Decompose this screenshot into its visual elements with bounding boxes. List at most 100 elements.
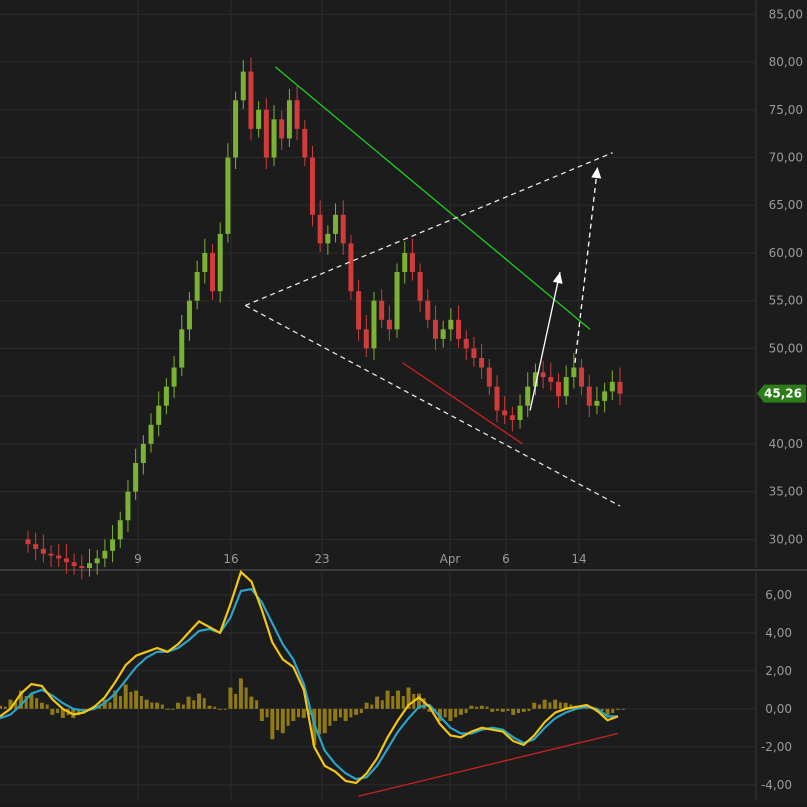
- candle-body: [225, 157, 231, 234]
- histogram-bar: [516, 708, 520, 714]
- candle-body: [471, 348, 477, 358]
- histogram-bar: [333, 708, 338, 721]
- candle-body: [217, 233, 223, 292]
- histogram-bar: [621, 708, 625, 710]
- candle-body: [432, 319, 438, 339]
- candle-body: [133, 462, 139, 492]
- trendline-channel-upper[interactable]: [245, 152, 613, 307]
- price-tick-label: 30,00: [769, 532, 803, 546]
- histogram-bar: [521, 708, 526, 712]
- candle-body: [117, 520, 123, 540]
- histogram-bar: [118, 696, 122, 709]
- histogram-bar: [448, 708, 453, 721]
- histogram-bar: [391, 696, 395, 709]
- macd-tick-label: 6,00: [765, 588, 792, 602]
- macd-tick-label: 0,00: [765, 702, 792, 716]
- macd-tick-label: 4,00: [765, 626, 792, 640]
- histogram-bar: [155, 702, 160, 709]
- candle-body: [256, 109, 262, 129]
- histogram-bar: [217, 708, 222, 710]
- macd-axis: -4,00 -2,00 0,00 2,00 4,00 6,00: [761, 588, 792, 792]
- histogram-bar: [443, 708, 447, 718]
- trendline-support[interactable]: [402, 362, 523, 445]
- histogram-bar: [186, 696, 191, 709]
- date-tick-label: 14: [571, 552, 586, 566]
- candle-body: [602, 391, 608, 401]
- arrow-shaft[interactable]: [574, 166, 599, 363]
- candle-body: [317, 214, 323, 244]
- candle-body: [509, 415, 515, 421]
- candle-body: [302, 128, 308, 158]
- histogram-bar: [490, 708, 495, 712]
- histogram-bar: [406, 687, 411, 709]
- histogram-bar: [0, 705, 2, 709]
- trendline-channel-lower[interactable]: [245, 304, 621, 507]
- histogram-bar: [359, 708, 363, 714]
- date-axis: 9 16 23 Apr 6 14: [134, 552, 586, 566]
- histogram-bar: [375, 696, 380, 709]
- histogram-bar: [134, 690, 139, 709]
- histogram-bar: [464, 708, 468, 714]
- histogram-bar: [496, 708, 500, 711]
- candle-body: [248, 71, 254, 129]
- candle-body: [586, 386, 592, 406]
- arrow-head: [552, 272, 563, 284]
- trendline-resistance[interactable]: [274, 66, 591, 330]
- candle-body: [617, 381, 623, 394]
- date-tick-label: 23: [314, 552, 329, 566]
- candle-body: [125, 491, 131, 521]
- candle-body: [140, 443, 146, 463]
- candle-body: [294, 100, 300, 129]
- histogram-bar: [8, 699, 13, 709]
- arrows-layer[interactable]: [529, 166, 602, 411]
- candle-body: [502, 410, 508, 416]
- candle-body: [286, 100, 292, 139]
- histogram-bar: [108, 702, 112, 709]
- candle-body: [463, 338, 469, 349]
- histogram-bar: [532, 702, 537, 709]
- histogram-bar: [385, 690, 390, 709]
- candle-body: [79, 566, 85, 568]
- candle-body: [25, 539, 31, 545]
- price-tick-label: 70,00: [769, 151, 803, 165]
- candle-body: [71, 562, 77, 567]
- price-tick-label: 60,00: [769, 246, 803, 260]
- histogram-bar: [349, 708, 353, 718]
- histogram-bar: [192, 700, 196, 709]
- histogram-bar: [485, 706, 489, 709]
- candle-body: [271, 119, 277, 158]
- histogram-bar: [60, 708, 65, 718]
- candle-body: [532, 372, 538, 387]
- histogram-bar: [171, 708, 175, 710]
- trendlines-layer[interactable]: [245, 66, 621, 507]
- candle-body: [363, 329, 369, 349]
- histogram-bar: [301, 708, 306, 718]
- candle-body: [194, 272, 200, 301]
- histogram-bar: [611, 708, 615, 714]
- candle-body: [94, 558, 100, 564]
- date-tick-label: 6: [502, 552, 510, 566]
- candle-body: [548, 377, 554, 382]
- candle-body: [233, 100, 239, 158]
- histogram-bar: [291, 708, 296, 721]
- histogram-bar: [18, 690, 23, 709]
- histogram-bar: [3, 706, 7, 709]
- macd-tick-label: 2,00: [765, 664, 792, 678]
- macd-tick-label: -4,00: [761, 778, 792, 792]
- candle-body: [33, 544, 39, 549]
- candle-body: [163, 386, 169, 406]
- histogram-bar: [475, 706, 479, 709]
- histogram-bar: [454, 708, 458, 718]
- histogram-bar: [98, 706, 102, 709]
- histogram-bar: [181, 704, 185, 709]
- histogram-bar: [605, 708, 610, 715]
- arrow-shaft[interactable]: [529, 271, 561, 411]
- candle-body: [379, 300, 385, 320]
- price-tick-label: 75,00: [769, 103, 803, 117]
- candle-body: [333, 214, 339, 234]
- signal-line: [0, 587, 618, 781]
- histogram-bar: [328, 708, 332, 726]
- candle-body: [202, 252, 208, 273]
- candle-body: [571, 367, 577, 378]
- macd-tick-label: -2,00: [761, 740, 792, 754]
